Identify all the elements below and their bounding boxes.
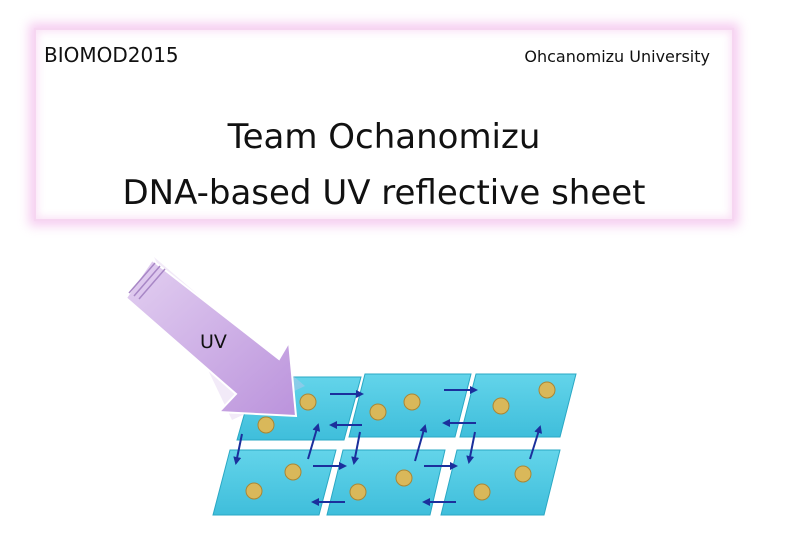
university-label: Ohcanomizu University (524, 47, 710, 66)
link-arrow (529, 425, 543, 460)
tile (440, 449, 561, 516)
title-box (34, 28, 734, 221)
uv-arrow (124, 257, 305, 420)
event-label: BIOMOD2015 (44, 43, 179, 67)
uv-label: UV (200, 331, 227, 353)
project-title: DNA-based UV reflective sheet (122, 173, 646, 213)
link-arrow (307, 423, 321, 460)
tile (326, 449, 446, 516)
tile (459, 373, 577, 438)
tile (212, 449, 337, 516)
link-arrow (466, 431, 476, 464)
link-arrow (233, 433, 243, 465)
tile (348, 373, 472, 438)
team-title: Team Ochanomizu (227, 117, 541, 157)
link-arrow (414, 424, 428, 462)
link-arrow (351, 431, 361, 465)
